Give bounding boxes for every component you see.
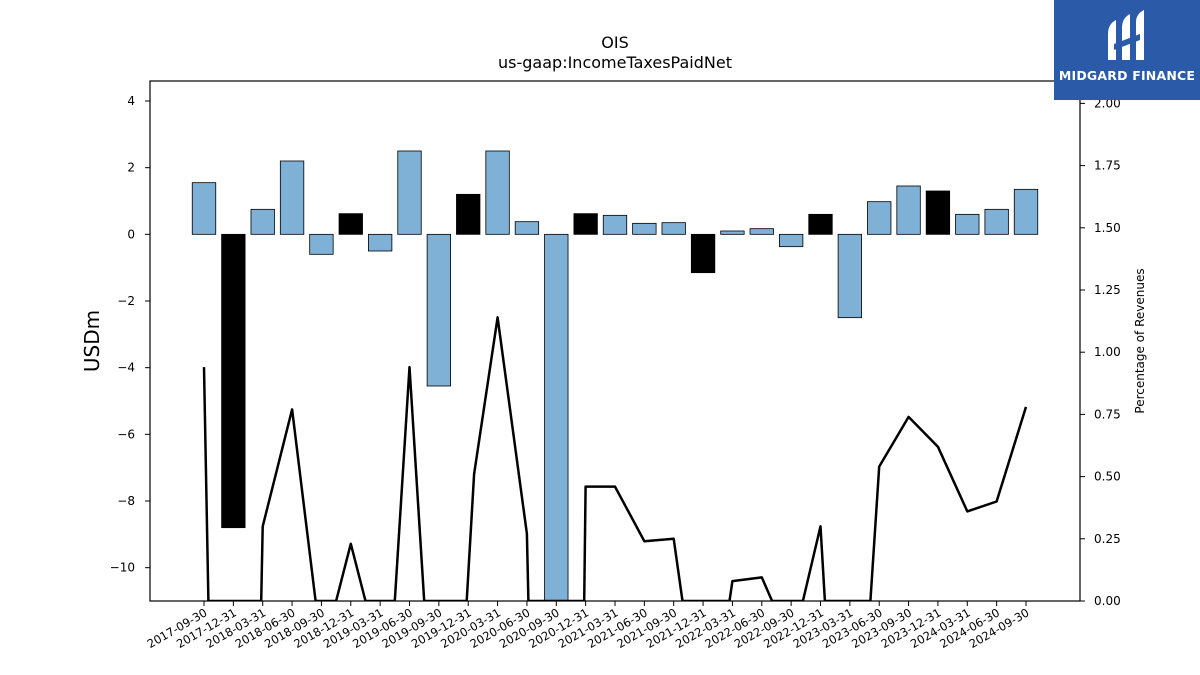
bar [338, 213, 363, 235]
bar [690, 233, 716, 274]
y2-tick-label: 1.50 [1094, 221, 1121, 235]
bar [632, 222, 657, 235]
bar [221, 233, 246, 529]
bar [191, 182, 217, 235]
y-tick-label: −4 [117, 361, 135, 375]
bar [720, 230, 745, 235]
y2-tick-label: 0.75 [1094, 407, 1121, 421]
plot-area: 420−2−4−6−8−102.001.751.501.251.000.750.… [110, 80, 1121, 651]
bar [749, 228, 774, 235]
bar [602, 214, 628, 235]
y-tick-label: −6 [117, 427, 135, 441]
percentage-line [202, 316, 1028, 601]
bar [808, 213, 833, 235]
bar [250, 208, 275, 235]
bar [984, 208, 1009, 235]
y-axis-label: USDm [80, 310, 104, 372]
chart-marks [191, 150, 1039, 601]
chart-title: OIS [601, 33, 628, 52]
y2-tick-label: 0.00 [1094, 594, 1121, 608]
logo-text: MIDGARD FINANCE [1058, 68, 1196, 83]
bar [367, 233, 393, 252]
bar [544, 233, 569, 601]
bar [279, 160, 305, 235]
y2-tick-label: 1.75 [1094, 159, 1121, 173]
y-tick-label: −10 [110, 561, 135, 575]
y-tick-label: −8 [117, 494, 135, 508]
bar [1013, 188, 1039, 235]
brand-logo: MIDGARD FINANCE [1054, 0, 1200, 100]
y2-tick-label: 0.50 [1094, 470, 1121, 484]
y2-axis-label: Percentage of Revenues [1133, 268, 1147, 413]
bar [397, 150, 422, 235]
y-tick-label: 0 [127, 227, 135, 241]
bar [896, 185, 921, 235]
bar [837, 233, 862, 319]
bar [514, 221, 540, 235]
bar [456, 193, 481, 235]
y-tick-label: 2 [127, 161, 135, 175]
bar [955, 213, 980, 235]
bar [309, 233, 334, 255]
bar [426, 233, 452, 387]
bar [925, 190, 951, 235]
bar [867, 201, 892, 235]
bar [573, 213, 598, 235]
y2-tick-label: 0.25 [1094, 532, 1121, 546]
bar [661, 222, 686, 235]
y2-tick-label: 1.00 [1094, 345, 1121, 359]
logo-mark-icon [1108, 10, 1144, 60]
y2-tick-label: 1.25 [1094, 283, 1121, 297]
bar [779, 233, 804, 248]
chart-subtitle: us-gaap:IncomeTaxesPaidNet [498, 53, 732, 72]
y-tick-label: −2 [117, 294, 135, 308]
y-tick-label: 4 [127, 94, 135, 108]
bar [485, 150, 510, 235]
plot-frame [149, 80, 1081, 602]
